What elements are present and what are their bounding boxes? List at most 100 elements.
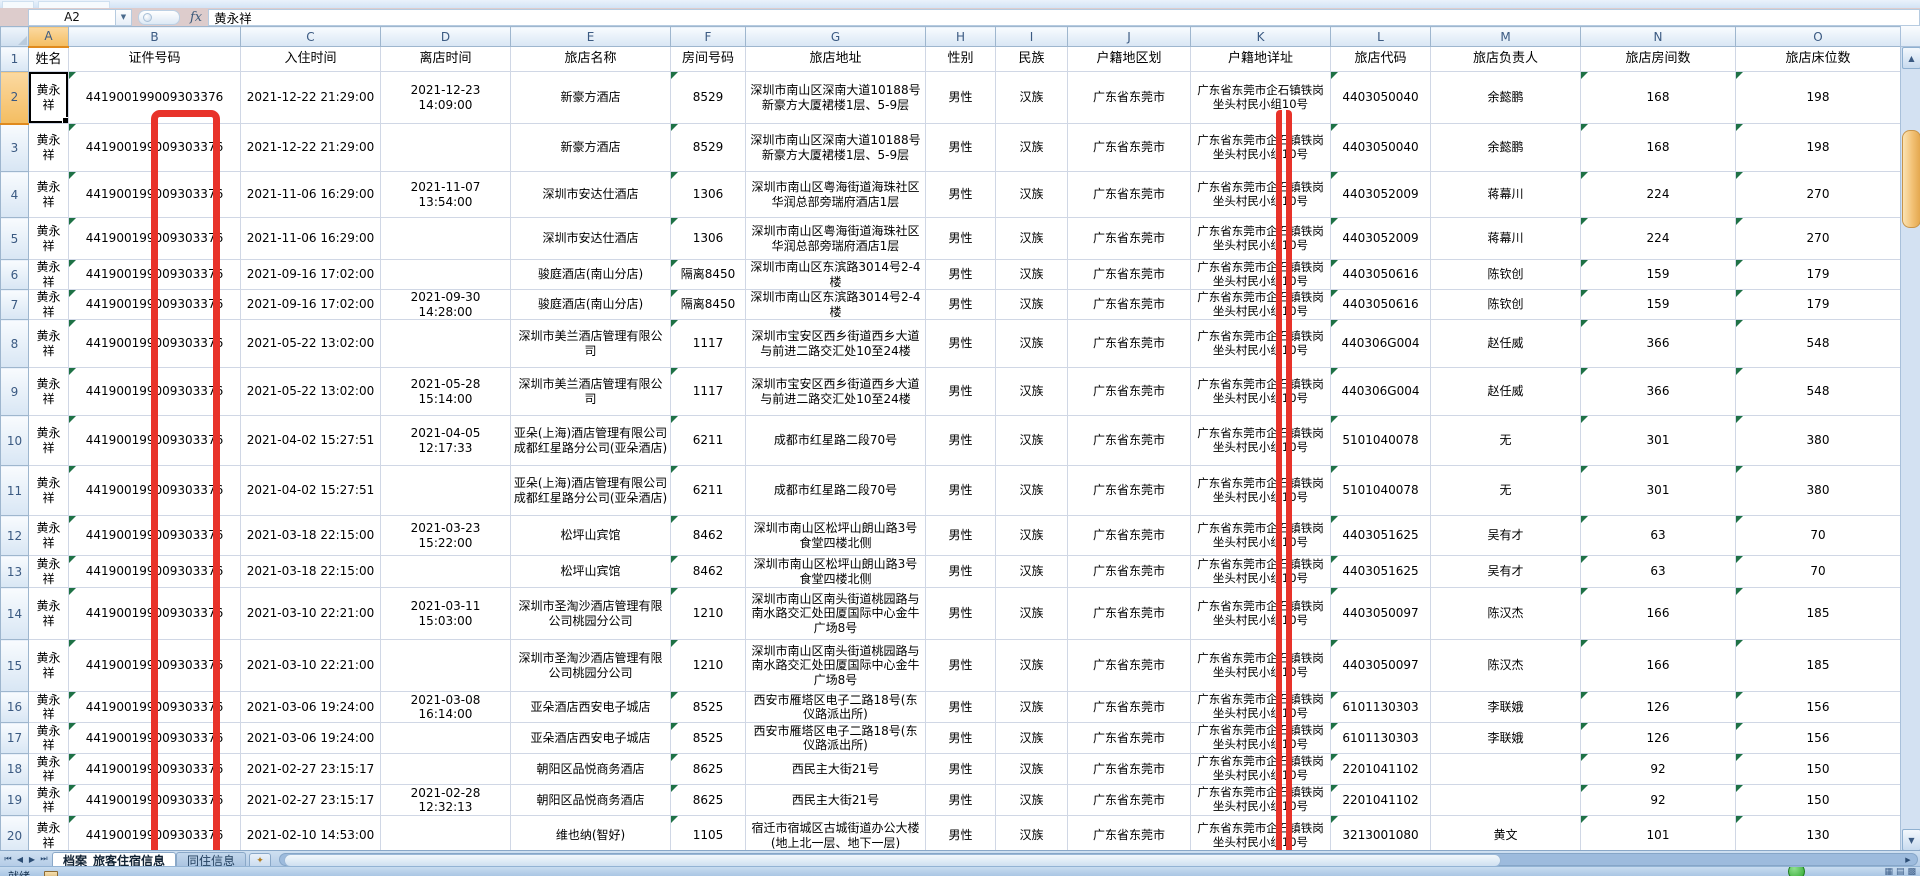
cell-G12[interactable]: 深圳市南山区松坪山朗山路3号食堂四楼北侧 [746,516,926,556]
cell-D19[interactable]: 2021-02-28 12:32:13 [381,785,511,816]
cell-A13[interactable]: 黄永祥 [29,556,69,588]
cell-D7[interactable]: 2021-09-30 14:28:00 [381,290,511,320]
cell-O7[interactable]: 179 [1736,290,1901,320]
cell-K16[interactable]: 广东省东莞市企石镇铁岗坐头村民小组10号 [1191,692,1331,723]
column-header-K[interactable]: K [1191,27,1331,47]
cell-G18[interactable]: 西民主大街21号 [746,754,926,785]
cell-K3[interactable]: 广东省东莞市企石镇铁岗坐头村民小组10号 [1191,124,1331,172]
cell-C19[interactable]: 2021-02-27 23:15:17 [241,785,381,816]
cell-N11[interactable]: 301 [1581,466,1736,516]
cell-N18[interactable]: 92 [1581,754,1736,785]
cell-H6[interactable]: 男性 [926,260,996,290]
cell-B14[interactable]: 441900199009303376 [69,588,241,640]
cell-H12[interactable]: 男性 [926,516,996,556]
cell-E3[interactable]: 新豪方酒店 [511,124,671,172]
cell-B16[interactable]: 441900199009303376 [69,692,241,723]
cell-B17[interactable]: 441900199009303376 [69,723,241,754]
cell-J4[interactable]: 广东省东莞市 [1068,172,1191,218]
cell-H9[interactable]: 男性 [926,368,996,416]
cell-A18[interactable]: 黄永祥 [29,754,69,785]
header-cell-H1[interactable]: 性别 [926,47,996,72]
cell-C8[interactable]: 2021-05-22 13:02:00 [241,320,381,368]
cell-M16[interactable]: 李联娥 [1431,692,1581,723]
cell-A6[interactable]: 黄永祥 [29,260,69,290]
cell-F13[interactable]: 8462 [671,556,746,588]
cell-N19[interactable]: 92 [1581,785,1736,816]
cell-E2[interactable]: 新豪方酒店 [511,72,671,124]
cell-J14[interactable]: 广东省东莞市 [1068,588,1191,640]
cell-M19[interactable] [1431,785,1581,816]
header-cell-O1[interactable]: 旅店床位数 [1736,47,1901,72]
cell-H19[interactable]: 男性 [926,785,996,816]
cell-A3[interactable]: 黄永祥 [29,124,69,172]
cell-A8[interactable]: 黄永祥 [29,320,69,368]
cell-E9[interactable]: 深圳市美兰酒店管理有限公司 [511,368,671,416]
formula-buttons-pill[interactable] [138,10,180,25]
cell-B10[interactable]: 441900199009303376 [69,416,241,466]
cell-L5[interactable]: 4403052009 [1331,218,1431,260]
header-cell-G1[interactable]: 旅店地址 [746,47,926,72]
cell-L9[interactable]: 440306G004 [1331,368,1431,416]
cell-L11[interactable]: 5101040078 [1331,466,1431,516]
scroll-down-button[interactable]: ▼ [1902,829,1920,851]
cell-J11[interactable]: 广东省东莞市 [1068,466,1191,516]
cell-D15[interactable] [381,640,511,692]
macro-record-icon[interactable] [44,871,58,876]
cell-B15[interactable]: 441900199009303376 [69,640,241,692]
cell-G10[interactable]: 成都市红星路二段70号 [746,416,926,466]
cell-A11[interactable]: 黄永祥 [29,466,69,516]
cell-A9[interactable]: 黄永祥 [29,368,69,416]
cell-K14[interactable]: 广东省东莞市企石镇铁岗坐头村民小组10号 [1191,588,1331,640]
row-header-14[interactable]: 14 [1,588,29,640]
cell-K2[interactable]: 广东省东莞市企石镇铁岗坐头村民小组10号 [1191,72,1331,124]
cell-G5[interactable]: 深圳市南山区粤海街道海珠社区华润总部旁瑞府酒店1层 [746,218,926,260]
cell-H5[interactable]: 男性 [926,218,996,260]
cell-N14[interactable]: 166 [1581,588,1736,640]
cell-B5[interactable]: 441900199009303376 [69,218,241,260]
row-header-10[interactable]: 10 [1,416,29,466]
cell-I16[interactable]: 汉族 [996,692,1068,723]
cell-D16[interactable]: 2021-03-08 16:14:00 [381,692,511,723]
cell-I6[interactable]: 汉族 [996,260,1068,290]
cell-D4[interactable]: 2021-11-07 13:54:00 [381,172,511,218]
cell-N9[interactable]: 366 [1581,368,1736,416]
cell-B18[interactable]: 441900199009303376 [69,754,241,785]
cell-E13[interactable]: 松坪山宾馆 [511,556,671,588]
cell-G6[interactable]: 深圳市南山区东滨路3014号2-4楼 [746,260,926,290]
cell-L19[interactable]: 2201041102 [1331,785,1431,816]
cell-E15[interactable]: 深圳市圣淘沙酒店管理有限公司桃园分公司 [511,640,671,692]
cell-L17[interactable]: 6101130303 [1331,723,1431,754]
cell-H8[interactable]: 男性 [926,320,996,368]
cell-E16[interactable]: 亚朵酒店西安电子城店 [511,692,671,723]
cell-I15[interactable]: 汉族 [996,640,1068,692]
cell-F12[interactable]: 8462 [671,516,746,556]
column-header-J[interactable]: J [1068,27,1191,47]
cell-G3[interactable]: 深圳市南山区深南大道10188号新豪方大厦裙楼1层、5-9层 [746,124,926,172]
cell-J10[interactable]: 广东省东莞市 [1068,416,1191,466]
name-box-dropdown-icon[interactable]: ▼ [116,9,132,26]
cell-D18[interactable] [381,754,511,785]
cell-C14[interactable]: 2021-03-10 22:21:00 [241,588,381,640]
prev-sheet-icon[interactable]: ◀ [15,855,25,864]
cell-A7[interactable]: 黄永祥 [29,290,69,320]
cell-J15[interactable]: 广东省东莞市 [1068,640,1191,692]
cell-M14[interactable]: 陈汉杰 [1431,588,1581,640]
cell-M18[interactable] [1431,754,1581,785]
cell-J12[interactable]: 广东省东莞市 [1068,516,1191,556]
header-cell-A1[interactable]: 姓名 [29,47,69,72]
cell-K6[interactable]: 广东省东莞市企石镇铁岗坐头村民小组10号 [1191,260,1331,290]
cell-J7[interactable]: 广东省东莞市 [1068,290,1191,320]
cell-C4[interactable]: 2021-11-06 16:29:00 [241,172,381,218]
cell-C2[interactable]: 2021-12-22 21:29:00 [241,72,381,124]
cell-I2[interactable]: 汉族 [996,72,1068,124]
cell-G8[interactable]: 深圳市宝安区西乡街道西乡大道与前进二路交汇处10至24楼 [746,320,926,368]
first-sheet-icon[interactable]: ⏮ [3,854,13,864]
sheet-tab-inactive[interactable]: 同住信息 [176,852,246,867]
cell-A5[interactable]: 黄永祥 [29,218,69,260]
cell-N15[interactable]: 166 [1581,640,1736,692]
cell-E17[interactable]: 亚朵酒店西安电子城店 [511,723,671,754]
cell-N17[interactable]: 126 [1581,723,1736,754]
column-header-H[interactable]: H [926,27,996,47]
cell-N8[interactable]: 366 [1581,320,1736,368]
cell-L15[interactable]: 4403050097 [1331,640,1431,692]
